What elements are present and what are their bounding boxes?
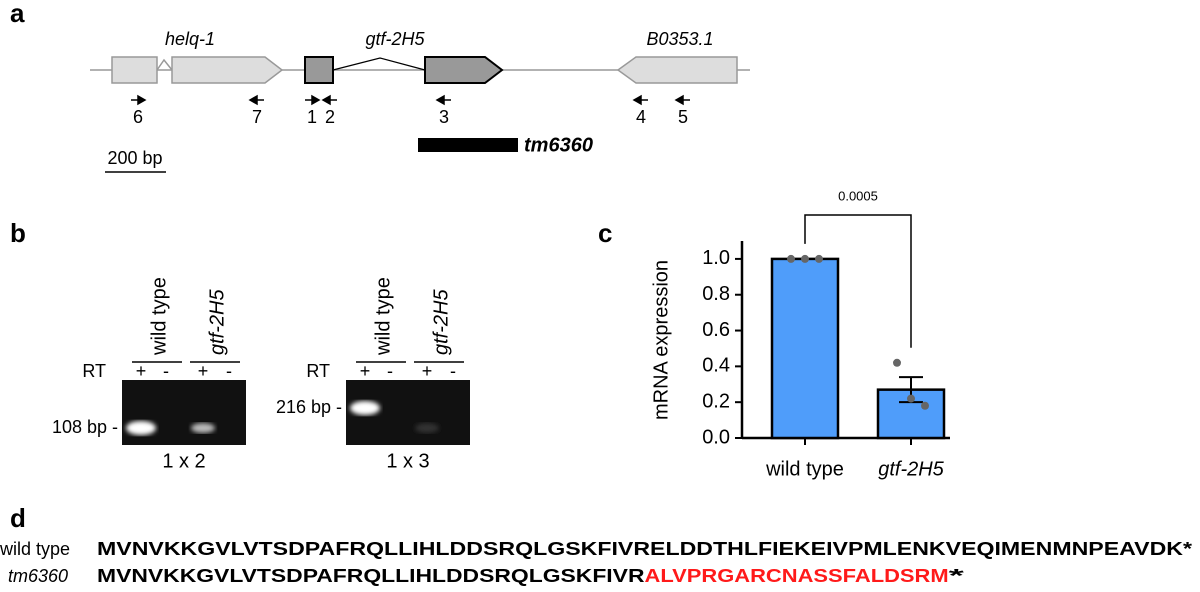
y-tick-label: 1.0 [702,247,730,269]
lane-label: gtf-2H5 [430,289,452,355]
panel-label: d [10,503,26,533]
scale-label: 200 bp [107,148,162,168]
gel-band [415,423,439,433]
rt-sign: + [360,361,371,381]
sequence-segment: ALVPRGARCNASSFALDSRM [645,566,949,586]
sequence-segment: MVNVKKGVLVTSDPAFRQLLIHLDDSRQLGSKFIVRELDD… [97,539,1192,559]
data-point [921,401,929,410]
primer-number: 2 [325,107,335,127]
rt-sign: - [387,361,393,381]
p-value: 0.0005 [838,188,878,203]
rt-label: RT [82,361,106,381]
primer-number: 1 [307,107,317,127]
primer-number: 5 [678,107,688,127]
panel-label: a [10,0,25,28]
primer-arrow [435,94,451,106]
y-tick-label: 0.0 [702,426,730,448]
data-point [907,394,915,403]
y-tick-label: 0.6 [702,319,730,341]
sequence-label: tm6360 [8,566,68,586]
rt-label: RT [306,361,330,381]
primer-pair: 1 x 3 [386,450,429,472]
primer-pair: 1 x 2 [162,450,205,472]
gel-band [191,423,215,433]
y-tick-label: 0.2 [702,390,730,412]
x-tick-label: wild type [765,458,844,480]
data-point [893,358,901,367]
gel-band [126,421,156,435]
primer-arrow [632,94,648,106]
allele-name: tm6360 [524,134,593,156]
sequence-label: wild type [0,539,70,559]
gene-name: gtf-2H5 [365,29,425,49]
y-axis-label: mRNA expression [650,260,672,420]
rt-sign: + [422,361,433,381]
panel-label: c [598,218,612,248]
primer-arrow [131,94,147,106]
lane-label: wild type [372,277,394,356]
band-size: 108 bp - [52,417,118,437]
primer-number: 7 [252,107,262,127]
panel-label: b [10,218,26,248]
data-point [815,254,823,263]
gel-band [350,401,380,415]
significance-bracket [804,214,912,348]
sequence-segment: * [949,566,964,586]
gene-name: helq-1 [165,29,215,49]
rt-sign: - [163,361,169,381]
rt-sign: - [226,361,232,381]
data-point [801,254,809,263]
x-tick-label: gtf-2H5 [878,458,944,480]
lane-label: wild type [148,277,170,356]
deletion-bar [418,138,518,152]
rt-sign: + [198,361,209,381]
primer-arrow [674,94,690,106]
primer-arrow [321,94,337,106]
data-point [787,254,795,263]
primer-number: 3 [439,107,449,127]
primer-arrow [248,94,264,106]
primer-arrow [305,94,321,106]
gene-name: B0353.1 [646,29,713,49]
gel-image [122,380,246,445]
rt-sign: - [450,361,456,381]
primer-number: 6 [133,107,143,127]
primer-number: 4 [636,107,646,127]
bar [770,257,840,440]
band-size: 216 bp - [276,397,342,417]
sequence-segment: MVNVKKGVLVTSDPAFRQLLIHLDDSRQLGSKFIVR [97,566,645,586]
gene-map [90,56,750,84]
y-tick-label: 0.4 [702,355,730,377]
rt-sign: + [136,361,147,381]
lane-label: gtf-2H5 [206,289,228,355]
y-tick-label: 0.8 [702,283,730,305]
